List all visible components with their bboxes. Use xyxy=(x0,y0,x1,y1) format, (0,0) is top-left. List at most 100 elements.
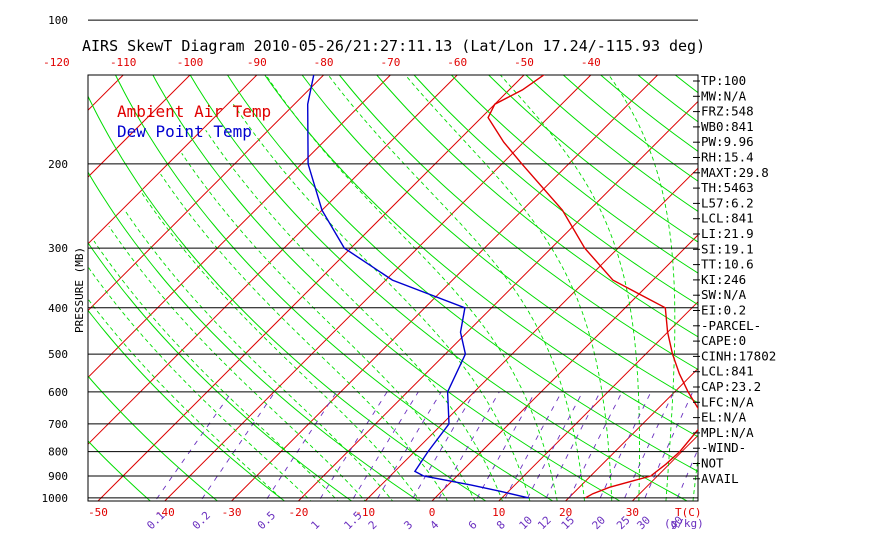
top-temp-tick-label: -120 xyxy=(43,56,70,69)
moist-adiabat-line xyxy=(88,298,285,501)
stability-index-label: CAPE:0 xyxy=(701,333,746,348)
mixing-ratio-line xyxy=(410,391,476,501)
bottom-temp-tick-label: -10 xyxy=(355,506,375,519)
isotherm-line xyxy=(565,367,698,501)
stability-index-label: SI:19.1 xyxy=(701,241,754,256)
stability-index-label: LCL:841 xyxy=(701,211,754,226)
mixing-ratio-label: 20 xyxy=(590,514,609,533)
mixing-ratio-line xyxy=(567,391,623,501)
legend-temperature: Ambient Air Temp xyxy=(117,102,271,121)
dry-adiabat-line xyxy=(88,171,419,501)
stability-index-label: EL:N/A xyxy=(701,410,747,425)
dry-adiabat-line xyxy=(301,75,698,404)
mixing-ratio-label: 3 xyxy=(401,518,415,532)
isotherm-line xyxy=(231,75,658,501)
bottom-temp-tick-label: 30 xyxy=(626,506,639,519)
temperature-curve xyxy=(487,75,698,499)
isotherm-line xyxy=(88,75,458,445)
top-temp-tick-label: -50 xyxy=(514,56,534,69)
bottom-temp-tick-label: -40 xyxy=(155,506,175,519)
pressure-tick-label: 800 xyxy=(48,446,68,459)
top-temp-tick-label: -40 xyxy=(581,56,601,69)
isotherm-line xyxy=(364,167,698,501)
mixing-ratio-label: 10 xyxy=(517,514,536,533)
mixing-ratio-label: 4 xyxy=(428,518,442,532)
stability-index-label: KI:246 xyxy=(701,272,746,287)
dry-adiabat-line xyxy=(600,75,698,152)
dry-adiabat-line xyxy=(88,309,285,501)
top-temp-tick-label: -60 xyxy=(447,56,467,69)
stability-index-label: TP:100 xyxy=(701,73,746,88)
isotherm-line xyxy=(97,75,525,501)
mixing-ratio-line xyxy=(375,391,442,501)
dry-adiabat-line xyxy=(88,95,487,501)
pressure-tick-label: 200 xyxy=(48,158,68,171)
mixing-ratio-label: 8 xyxy=(494,518,508,532)
isotherm-line xyxy=(88,75,324,312)
pressure-tick-label: 700 xyxy=(48,418,68,431)
isotherm-line xyxy=(88,75,124,111)
pressure-tick-label: 400 xyxy=(48,302,68,315)
mixing-ratio-label: 12 xyxy=(535,514,554,533)
stability-index-label: L57:6.2 xyxy=(701,195,754,210)
moist-adiabat-line xyxy=(205,129,503,501)
stability-index-label: SW:N/A xyxy=(701,287,747,302)
stability-index-label: NOT xyxy=(701,456,724,471)
dry-adiabat-line xyxy=(339,75,698,371)
mixing-ratio-line xyxy=(598,391,652,501)
dry-adiabat-line xyxy=(787,75,870,501)
moist-adiabat-line xyxy=(404,75,613,501)
dry-adiabat-line xyxy=(488,75,698,243)
stability-index-label: RH:15.4 xyxy=(701,150,754,165)
dry-adiabat-line xyxy=(115,75,554,501)
dry-adiabat-line xyxy=(562,75,698,182)
stability-index-label: -PARCEL- xyxy=(701,318,761,333)
isotherm-line xyxy=(766,75,870,501)
dry-adiabat-line xyxy=(451,75,698,274)
isotherm-line xyxy=(498,301,698,501)
dry-adiabat-line xyxy=(0,75,83,501)
stability-index-label: CAP:23.2 xyxy=(701,379,761,394)
stability-index-label: MPL:N/A xyxy=(701,425,754,440)
dry-adiabat-line xyxy=(0,75,16,501)
mixing-ratio-label: 2 xyxy=(366,518,380,532)
top-temp-tick-label: -100 xyxy=(177,56,204,69)
dry-adiabat-line xyxy=(862,75,870,501)
mixing-ratio-label: 0.2 xyxy=(190,509,213,532)
mixing-ratio-line xyxy=(475,391,536,501)
isotherm-line xyxy=(298,100,698,501)
bottom-temp-tick-label: -20 xyxy=(288,506,308,519)
stability-index-label: CINH:17802 xyxy=(701,348,776,363)
top-temp-tick-label: -110 xyxy=(110,56,137,69)
stability-index-label: TT:10.6 xyxy=(701,257,754,272)
moist-adiabat-line xyxy=(327,75,585,501)
y-axis-label: PRESSURE (MB) xyxy=(73,247,86,333)
moist-adiabat-line xyxy=(141,192,421,501)
dry-adiabat-line xyxy=(525,75,698,212)
moist-adiabat-line xyxy=(233,103,531,501)
moist-adiabat-line xyxy=(124,209,394,501)
moist-adiabat-line xyxy=(499,75,640,501)
mixing-ratio-line xyxy=(265,391,338,501)
dry-adiabat-line xyxy=(88,241,352,501)
mixing-ratio-label: 6 xyxy=(466,518,480,532)
isotherm-line xyxy=(88,75,258,245)
dry-adiabat-line xyxy=(189,75,688,501)
bottom-temp-tick-label: 10 xyxy=(492,506,505,519)
mixing-ratio-line xyxy=(318,391,388,501)
bottom-unit-label: T(C) xyxy=(675,506,702,519)
dry-adiabat-line xyxy=(750,75,870,501)
stability-index-label: MAXT:29.8 xyxy=(701,165,769,180)
stability-index-label: PW:9.96 xyxy=(701,134,754,149)
pressure-tick-label: 900 xyxy=(48,470,68,483)
pressure-tick-label: 600 xyxy=(48,386,68,399)
chart-title: AIRS SkewT Diagram 2010-05-26/21:27:11.1… xyxy=(82,37,705,55)
legend-dewpoint: Dew Point Temp xyxy=(117,122,252,141)
pressure-tick-label: 1000 xyxy=(42,492,69,505)
mixing-ratio-line xyxy=(544,391,601,501)
isotherm-line xyxy=(0,75,56,501)
isotherm-line xyxy=(164,75,592,501)
pressure-tick-label: 300 xyxy=(48,242,68,255)
top-temp-tick-label: -90 xyxy=(247,56,267,69)
dry-adiabat-line xyxy=(152,75,621,501)
